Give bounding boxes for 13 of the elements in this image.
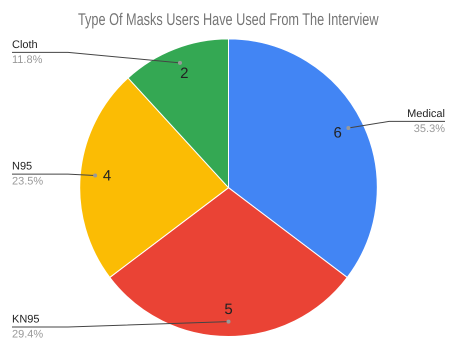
text: 2 <box>180 65 188 82</box>
data-label: 29.4% <box>12 328 44 341</box>
data-label: 23.5% <box>12 176 44 188</box>
slice-label: Cloth <box>12 38 38 51</box>
text: 4 <box>102 168 112 185</box>
slice-label: N95 <box>12 160 32 173</box>
text: 5 <box>224 300 233 318</box>
chart-title: Type Of Masks Users Have Used From The Interview <box>78 10 379 30</box>
slice-label: Medical <box>407 108 445 120</box>
text: 6 <box>334 124 342 142</box>
slice-label: KN95 <box>12 314 40 326</box>
data-label: 11.8% <box>12 54 43 66</box>
data-label: 35.3% <box>414 122 446 135</box>
